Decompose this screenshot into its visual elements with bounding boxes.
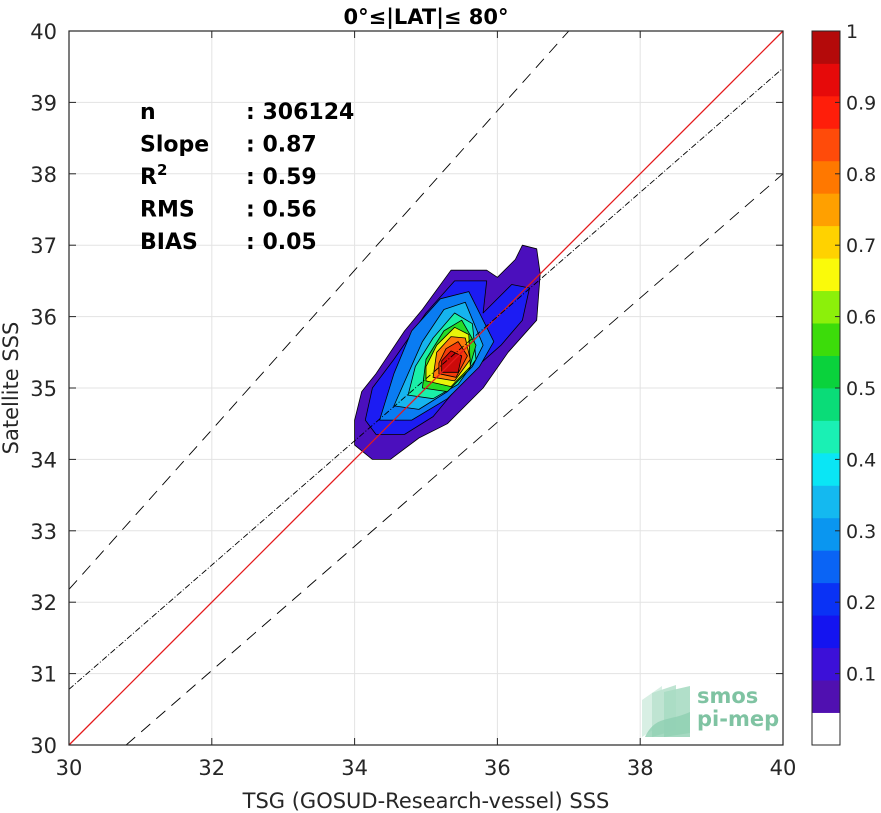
colorbar-tick-label: 0.2	[846, 592, 876, 614]
stat-value: : 0.59	[246, 165, 317, 190]
logo-mark-icon	[642, 685, 690, 737]
colorbar-tick-label: 0.6	[846, 307, 876, 329]
colorbar-swatch	[812, 193, 840, 227]
y-axis-label: Satellite SSS	[0, 322, 23, 455]
stat-label: R2	[140, 161, 167, 190]
y-tick-label: 35	[30, 377, 57, 401]
colorbar-swatch	[812, 420, 840, 454]
colorbar-swatch	[812, 31, 840, 64]
logo-text-line2: pi-mep	[697, 707, 779, 731]
x-tick-label: 30	[56, 756, 83, 780]
y-tick-label: 34	[30, 448, 57, 472]
y-tick-label: 33	[30, 520, 57, 544]
colorbar-swatch	[812, 680, 840, 713]
colorbar-swatch	[812, 647, 840, 681]
x-tick-label: 40	[770, 756, 797, 780]
colorbar-swatch	[812, 63, 840, 97]
colorbar-swatch	[812, 615, 840, 649]
stat-value: : 306124	[246, 100, 354, 125]
colorbar-swatch	[812, 128, 840, 162]
colorbar-swatch	[812, 517, 840, 551]
colorbar-tick-label: 0.1	[846, 664, 876, 686]
colorbar-swatch	[812, 258, 840, 292]
colorbar-swatch	[812, 712, 840, 746]
stat-label: BIAS	[140, 230, 198, 255]
y-axis-ticks: 30 31 32 33 34 35 36 37 38 39 40	[30, 20, 783, 758]
stat-label: Slope	[140, 133, 209, 158]
y-tick-label: 36	[30, 306, 57, 330]
colorbar-swatch	[812, 95, 840, 129]
y-tick-label: 39	[30, 91, 57, 115]
chart-title: 0°≤|LAT|≤ 80°	[343, 5, 508, 30]
x-axis-label: TSG (GOSUD-Research-vessel) SSS	[242, 789, 610, 813]
colorbar-swatch	[812, 485, 840, 519]
colorbar-tick-label: 0.7	[846, 235, 876, 257]
colorbar-tick-label: 1	[846, 21, 858, 43]
x-axis-ticks: 30 32 34 36 38 40	[56, 31, 797, 780]
colorbar-swatch	[812, 323, 840, 356]
colorbar-swatch	[812, 550, 840, 584]
stat-value: : 0.56	[246, 198, 317, 223]
colorbar-swatch	[812, 355, 840, 389]
colorbar-tick-label: 0.9	[846, 92, 876, 114]
stat-superscript: 2	[157, 161, 167, 179]
logo-text-line1: smos	[697, 684, 758, 708]
x-tick-label: 36	[484, 756, 511, 780]
stat-label: n	[140, 100, 156, 125]
upper-bound-line	[68, 30, 570, 590]
density-contours	[354, 244, 541, 460]
y-tick-label: 37	[30, 234, 57, 258]
one-to-one-line	[68, 30, 784, 746]
statistics-box: n : 306124 Slope : 0.87 R2 : 0.59 RMS : 0.56 BIA…	[140, 100, 354, 255]
colorbar: 0.1 0.2 0.3 0.4 0.5 0.6 0.7 0.8 0.9 1	[811, 21, 876, 746]
smos-pi-mep-logo: smos pi-mep	[642, 684, 779, 737]
y-tick-label: 31	[30, 663, 57, 687]
colorbar-tick-label: 0.3	[846, 521, 876, 543]
y-tick-label: 38	[30, 163, 57, 187]
colorbar-tick-label: 0.5	[846, 378, 876, 400]
colorbar-swatch	[812, 290, 840, 324]
reference-lines	[68, 30, 784, 746]
colorbar-swatch	[812, 388, 840, 421]
colorbar-swatch	[812, 225, 840, 259]
x-tick-label: 32	[198, 756, 225, 780]
stat-value: : 0.05	[246, 230, 317, 255]
stat-label: RMS	[140, 198, 195, 223]
colorbar-tick-label: 0.4	[846, 449, 876, 471]
y-tick-label: 40	[30, 20, 57, 44]
colorbar-tick-label: 0.8	[846, 164, 876, 186]
x-tick-label: 38	[627, 756, 654, 780]
colorbar-swatch	[812, 160, 840, 194]
colorbar-swatch	[812, 452, 840, 486]
lower-bound-line	[125, 173, 784, 746]
x-tick-label: 34	[341, 756, 368, 780]
y-tick-label: 32	[30, 591, 57, 615]
colorbar-swatch	[812, 582, 840, 616]
y-tick-label: 30	[30, 734, 57, 758]
regression-fit-line	[68, 67, 784, 690]
stat-value: : 0.87	[246, 133, 317, 158]
